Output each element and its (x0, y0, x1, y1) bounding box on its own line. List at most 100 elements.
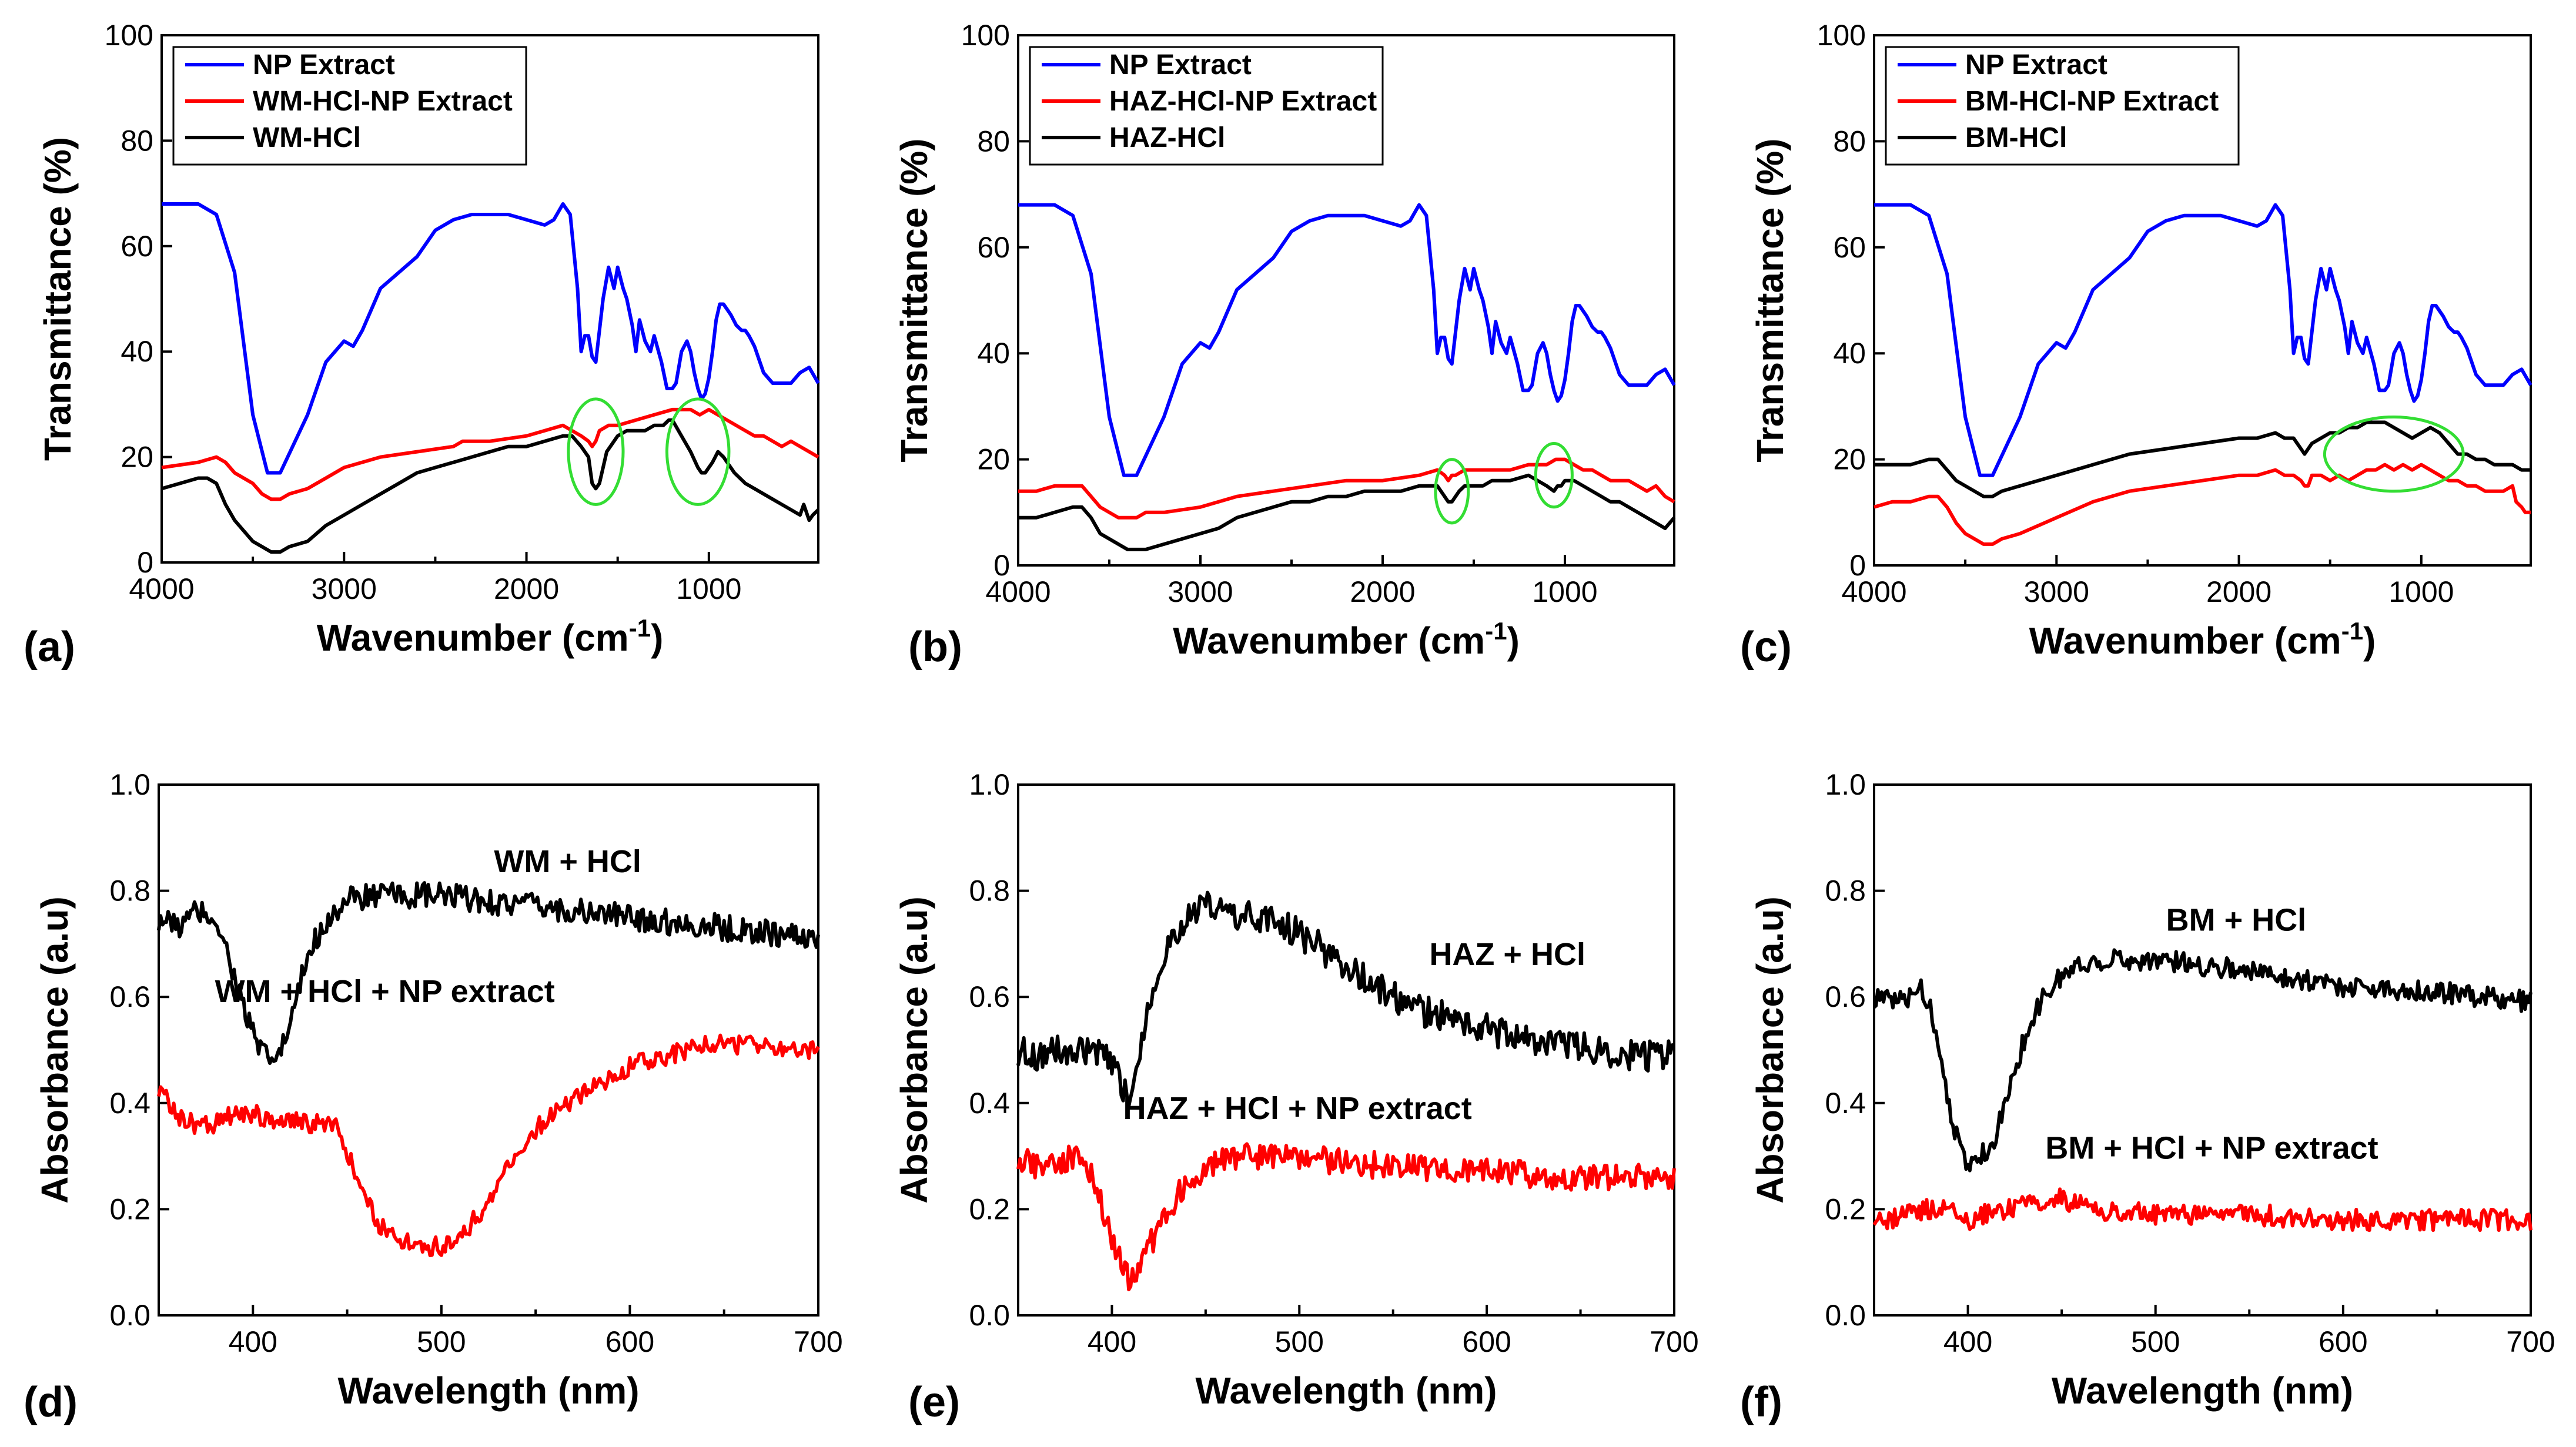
y-axis-label: Absorbance (a.u) (34, 896, 76, 1204)
series-line-2 (1874, 463, 2531, 546)
plot-frame (1017, 34, 1675, 567)
x-tick-label: 700 (2506, 1325, 2555, 1358)
x-axis-label: Wavelength (nm) (337, 1369, 639, 1412)
x-tick-label: 400 (1088, 1325, 1136, 1358)
chart-panel-c: 4000 3000 2000 1000 0 20 40 60 80 100 Wavenumber (… (1749, 19, 2532, 662)
legend-entry-3: WM-HCl (253, 122, 361, 153)
y-axis-label: Transmittance (%) (1749, 138, 1791, 462)
y-tick-label: 60 (1833, 231, 1866, 264)
panel-label-b: (b) (908, 624, 962, 671)
y-tick-label: 1.0 (109, 768, 150, 801)
annotation-1: WM + HCl (494, 844, 641, 879)
panel-label-d: (d) (24, 1379, 78, 1426)
series-line-3 (161, 418, 820, 554)
legend: NP Extract WM-HCl-NP Extract WM-HCl (172, 46, 527, 166)
x-tick-label: 3000 (1167, 575, 1233, 608)
x-tick-label: 4000 (985, 575, 1051, 608)
x-axis-label-end: ) (651, 617, 663, 659)
x-axis-label: Wavenumber (cm-1) (317, 614, 664, 659)
annotation-2: BM + HCl + NP extract (2045, 1131, 2378, 1166)
x-axis-label-text: Wavelength (nm) (337, 1369, 639, 1412)
annotation-1: HAZ + HCl (1429, 937, 1585, 972)
y-tick-label: 40 (121, 335, 153, 368)
x-axis-label: Wavenumber (cm-1) (2029, 617, 2376, 662)
legend-entry-2: WM-HCl-NP Extract (253, 86, 513, 117)
x-axis-label-sup: -1 (2341, 617, 2363, 645)
x-tick-label: 1000 (676, 572, 741, 605)
x-tick-label: 500 (1275, 1325, 1324, 1358)
y-tick-label: 20 (977, 443, 1010, 476)
y-tick-label: 0.6 (1825, 980, 1866, 1013)
y-tick-label: 100 (105, 19, 153, 52)
y-tick-label: 20 (1833, 443, 1866, 476)
legend-entry-3: HAZ-HCl (1109, 122, 1225, 153)
y-axis-label: Transmittance (%) (893, 138, 935, 462)
x-axis-label: Wavelength (nm) (1195, 1369, 1497, 1412)
plot-frame (160, 34, 819, 564)
chart-panel-d: 400 500 600 700 0.0 0.2 0.4 0.6 0.8 1.0 Wavelength… (34, 768, 843, 1412)
x-tick-label: 2000 (2206, 575, 2271, 608)
legend-entry-1: NP Extract (1965, 49, 2107, 81)
series-line-2 (1872, 1187, 2532, 1232)
x-axis-label: Wavelength (nm) (2052, 1369, 2353, 1412)
y-tick-label: 60 (977, 231, 1010, 264)
y-tick-label: 0.0 (1825, 1299, 1866, 1332)
series-line-2 (1018, 457, 1675, 520)
chart-panel-a: 4000 3000 2000 1000 0 20 40 60 80 100 Wavenumber (… (36, 19, 820, 659)
highlight-ellipse (2323, 415, 2465, 493)
x-tick-label: 600 (605, 1325, 654, 1358)
y-tick-label: 80 (121, 124, 153, 157)
panel-label-f: (f) (1740, 1379, 1782, 1426)
series-line-1 (162, 202, 820, 475)
y-tick-label: 0.0 (109, 1299, 150, 1332)
annotation-2: WM + HCl + NP extract (215, 974, 555, 1009)
x-tick-label: 500 (417, 1325, 466, 1358)
x-tick-label: 500 (2131, 1325, 2180, 1358)
legend-box (1029, 46, 1384, 166)
series-line-2 (157, 1033, 820, 1258)
y-tick-label: 100 (1817, 19, 1866, 52)
panel-label-e: (e) (908, 1379, 960, 1426)
x-axis-label-text: Wavenumber (cm (1173, 619, 1485, 662)
y-tick-label: 80 (1833, 125, 1866, 158)
x-tick-label: 400 (229, 1325, 277, 1358)
series-line-3 (1874, 420, 2531, 498)
y-tick-label: 0.4 (1825, 1087, 1866, 1120)
y-axis-label: Absorbance (a.u) (893, 896, 935, 1204)
x-axis-label-sup: -1 (1485, 617, 1507, 645)
y-tick-label: 0.8 (969, 875, 1010, 907)
plot-frame (1017, 783, 1675, 1317)
legend-entry-2: BM-HCl-NP Extract (1965, 86, 2219, 117)
x-tick-label: 600 (1462, 1325, 1511, 1358)
y-tick-label: 0 (1849, 549, 1866, 582)
y-tick-label: 0.2 (969, 1193, 1010, 1225)
highlight-ellipse (1534, 442, 1574, 509)
legend-entry-1: NP Extract (1109, 49, 1252, 81)
y-tick-label: 0.8 (109, 875, 150, 907)
x-tick-label: 1000 (1532, 575, 1597, 608)
x-tick-label: 2000 (494, 572, 559, 605)
y-tick-label: 100 (961, 19, 1010, 52)
x-tick-label: 3000 (2024, 575, 2089, 608)
y-tick-label: 0.6 (969, 980, 1010, 1013)
x-tick-label: 4000 (1841, 575, 1906, 608)
y-tick-label: 40 (1833, 337, 1866, 370)
y-tick-label: 0.4 (969, 1087, 1010, 1120)
legend-entry-3: BM-HCl (1965, 122, 2067, 153)
annotation-1: BM + HCl (2166, 902, 2307, 937)
y-tick-label: 0.2 (1825, 1193, 1866, 1225)
series-line-2 (161, 407, 819, 501)
x-tick-label: 4000 (129, 572, 194, 605)
highlight-ellipse (567, 397, 625, 506)
panel-label-a: (a) (24, 624, 75, 671)
legend: NP Extract HAZ-HCl-NP Extract HAZ-HCl (1029, 46, 1384, 166)
x-axis-label: Wavenumber (cm-1) (1173, 617, 1520, 662)
x-axis-label-text: Wavenumber (cm (317, 617, 629, 659)
chart-panel-b: 4000 3000 2000 1000 0 20 40 60 80 100 Wavenumber (… (893, 19, 1676, 662)
series-line-1 (1016, 890, 1675, 1108)
panel-label-c: (c) (1740, 624, 1792, 671)
x-axis-label-end: ) (1507, 619, 1520, 662)
y-axis-label: Absorbance (a.u) (1749, 896, 1791, 1204)
x-tick-label: 2000 (1350, 575, 1415, 608)
x-axis-label-sup: -1 (629, 614, 651, 642)
